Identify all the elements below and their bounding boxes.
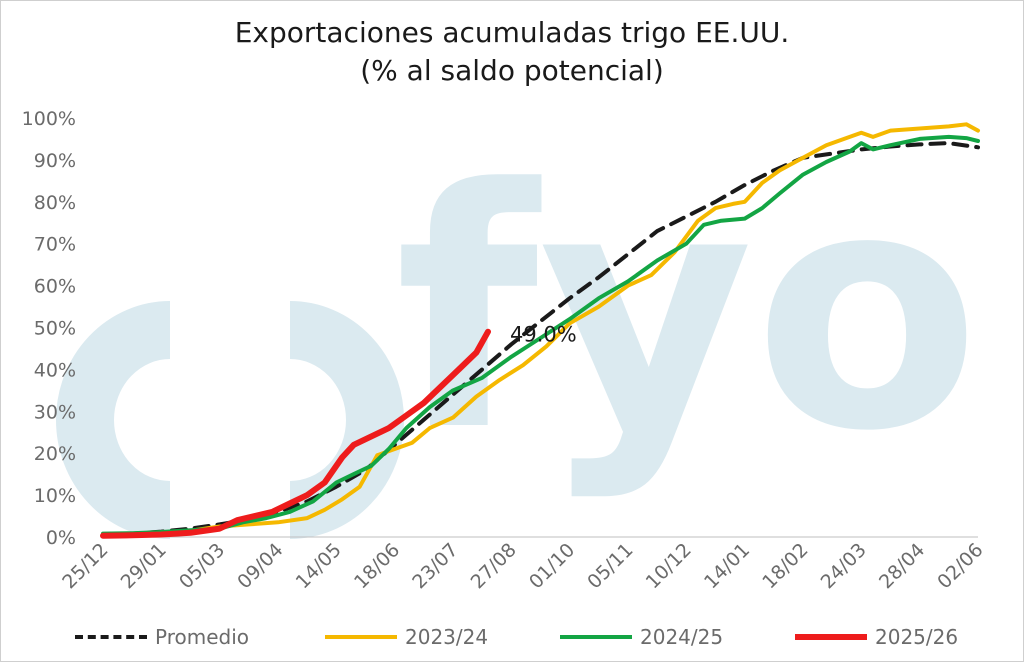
x-tick-label: 10/12 (642, 539, 696, 593)
series-line-2025-26 (100, 328, 491, 539)
x-tick-label: 18/02 (758, 539, 812, 593)
annotations: 49.0% (510, 323, 577, 347)
y-tick-label: 80% (34, 192, 76, 214)
y-tick-label: 50% (34, 318, 76, 340)
x-tick-label: 27/08 (467, 539, 521, 593)
x-tick-label: 01/10 (525, 539, 579, 593)
y-tick-label: 20% (34, 443, 76, 465)
x-tick-label: 29/01 (117, 539, 171, 593)
x-tick-label: 05/03 (175, 539, 229, 593)
y-tick-label: 10% (34, 485, 76, 507)
legend-label: 2023/24 (405, 625, 489, 649)
legend-item: 2024/25 (560, 620, 723, 654)
legend-swatch (325, 635, 397, 639)
y-tick-label: 30% (34, 401, 76, 423)
data-label-last-value: 49.0% (510, 323, 577, 347)
y-tick-label: 70% (34, 234, 76, 256)
watermark-text: fyo (395, 119, 980, 503)
y-tick-label: 100% (22, 108, 76, 130)
series-line-2024-25 (101, 134, 980, 536)
y-axis: 0% 10% 20% 30% 40% 50% 60% 70% 80% 90% 100% (22, 108, 76, 549)
series-lines (100, 122, 980, 539)
y-tick-label: 60% (34, 276, 76, 298)
legend-item: 2023/24 (325, 620, 488, 654)
x-tick-label: 23/07 (408, 539, 462, 593)
watermark-right-arc (288, 301, 404, 539)
legend-swatch (560, 635, 632, 639)
y-tick-label: 90% (34, 150, 76, 172)
chart-subtitle: (% al saldo potencial) (360, 54, 664, 87)
series-line-2023-24 (101, 122, 980, 537)
x-axis: 25/12 29/01 05/03 09/04 14/05 18/06 23/07 27/08… (58, 536, 988, 593)
chart-title: Exportaciones acumuladas trigo EE.UU. (234, 16, 790, 49)
x-tick-label: 09/04 (233, 539, 287, 593)
legend-label: Promedio (155, 625, 250, 649)
watermark-left-arc (56, 301, 172, 539)
watermark-logo: fyo (56, 119, 980, 539)
x-tick-label: 24/03 (817, 539, 871, 593)
x-tick-label: 02/06 (933, 539, 987, 593)
legend-swatch (795, 634, 867, 640)
y-tick-label: 40% (34, 359, 76, 381)
legend-item: 2025/26 (795, 620, 958, 654)
x-tick-label: 05/11 (583, 539, 637, 593)
legend: Promedio 2023/24 2024/25 2025/26 (0, 620, 1024, 654)
legend-item: Promedio (75, 620, 249, 654)
legend-label: 2025/26 (875, 625, 959, 649)
x-tick-label: 18/06 (350, 539, 404, 593)
y-tick-label: 0% (46, 527, 76, 549)
chart-title-block: Exportaciones acumuladas trigo EE.UU. (%… (0, 14, 1024, 90)
x-tick-label: 14/01 (700, 539, 754, 593)
legend-label: 2024/25 (640, 625, 724, 649)
legend-swatch (75, 635, 147, 639)
x-tick-label: 14/05 (292, 539, 346, 593)
x-tick-label: 28/04 (875, 539, 929, 593)
